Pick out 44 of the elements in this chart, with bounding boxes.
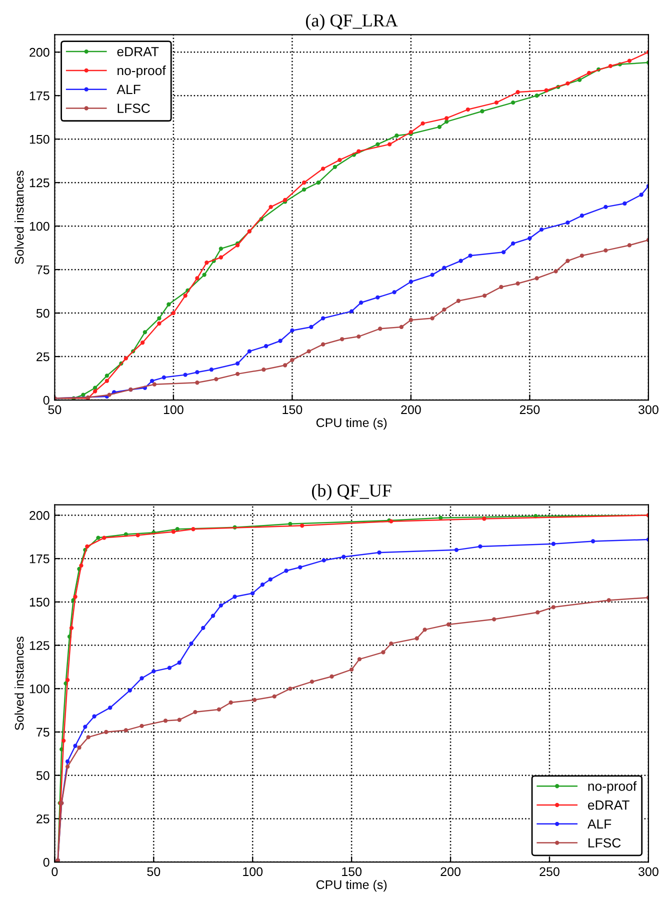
legend-label: LFSC xyxy=(588,838,621,848)
y-tick-label: 50 xyxy=(36,308,50,318)
y-tick-label: 50 xyxy=(36,771,50,780)
x-tick-label: 100 xyxy=(164,405,184,414)
y-tick-label: 200 xyxy=(30,48,50,57)
x-tick-label: 300 xyxy=(638,405,658,414)
y-tick-label: 25 xyxy=(36,352,50,362)
x-tick-label: 300 xyxy=(638,867,658,876)
x-tick-label: 200 xyxy=(401,405,421,414)
legend-label: LFSC xyxy=(118,104,150,113)
y-tick-label: 75 xyxy=(36,728,50,737)
legend-label: ALF xyxy=(116,84,140,94)
x-tick-label: 250 xyxy=(520,405,540,414)
x-tick-label: 250 xyxy=(540,867,560,876)
chart-title: (a) QF_LRA xyxy=(306,14,398,30)
x-tick-label: 0 xyxy=(52,867,58,876)
y-tick-label: 100 xyxy=(30,684,50,694)
x-axis-title: CPU time (s) xyxy=(316,880,387,892)
y-tick-label: 75 xyxy=(36,266,50,274)
y-tick-label: 150 xyxy=(30,134,50,144)
legend-label: no-proof xyxy=(118,66,166,78)
y-tick-label: 0 xyxy=(43,858,50,867)
x-tick-label: 200 xyxy=(440,867,460,876)
chart-title: (b) QF_UF xyxy=(312,484,392,500)
y-tick-label: 0 xyxy=(43,396,50,405)
legend-label: eDRAT xyxy=(117,47,159,56)
x-tick-label: 150 xyxy=(342,867,362,876)
x-tick-label: 100 xyxy=(243,867,263,876)
y-tick-label: 25 xyxy=(36,814,50,824)
x-tick-label: 150 xyxy=(282,405,302,414)
y-tick-label: 100 xyxy=(30,222,50,231)
y-tick-label: 150 xyxy=(30,598,50,607)
y-tick-label: 125 xyxy=(30,641,50,650)
y-tick-label: 175 xyxy=(30,554,50,564)
x-tick-label: 50 xyxy=(147,867,160,876)
y-axis-title: Solved instances xyxy=(14,170,24,264)
x-axis-title: CPU time (s) xyxy=(316,418,387,430)
legend-label: eDRAT xyxy=(588,800,630,810)
y-tick-label: 175 xyxy=(30,92,50,100)
legend-label: no-proof xyxy=(588,781,637,794)
y-axis-title: Solved instances xyxy=(14,636,24,730)
y-tick-label: 200 xyxy=(30,511,50,520)
legend-label: ALF xyxy=(587,819,612,829)
y-tick-label: 125 xyxy=(30,178,50,188)
